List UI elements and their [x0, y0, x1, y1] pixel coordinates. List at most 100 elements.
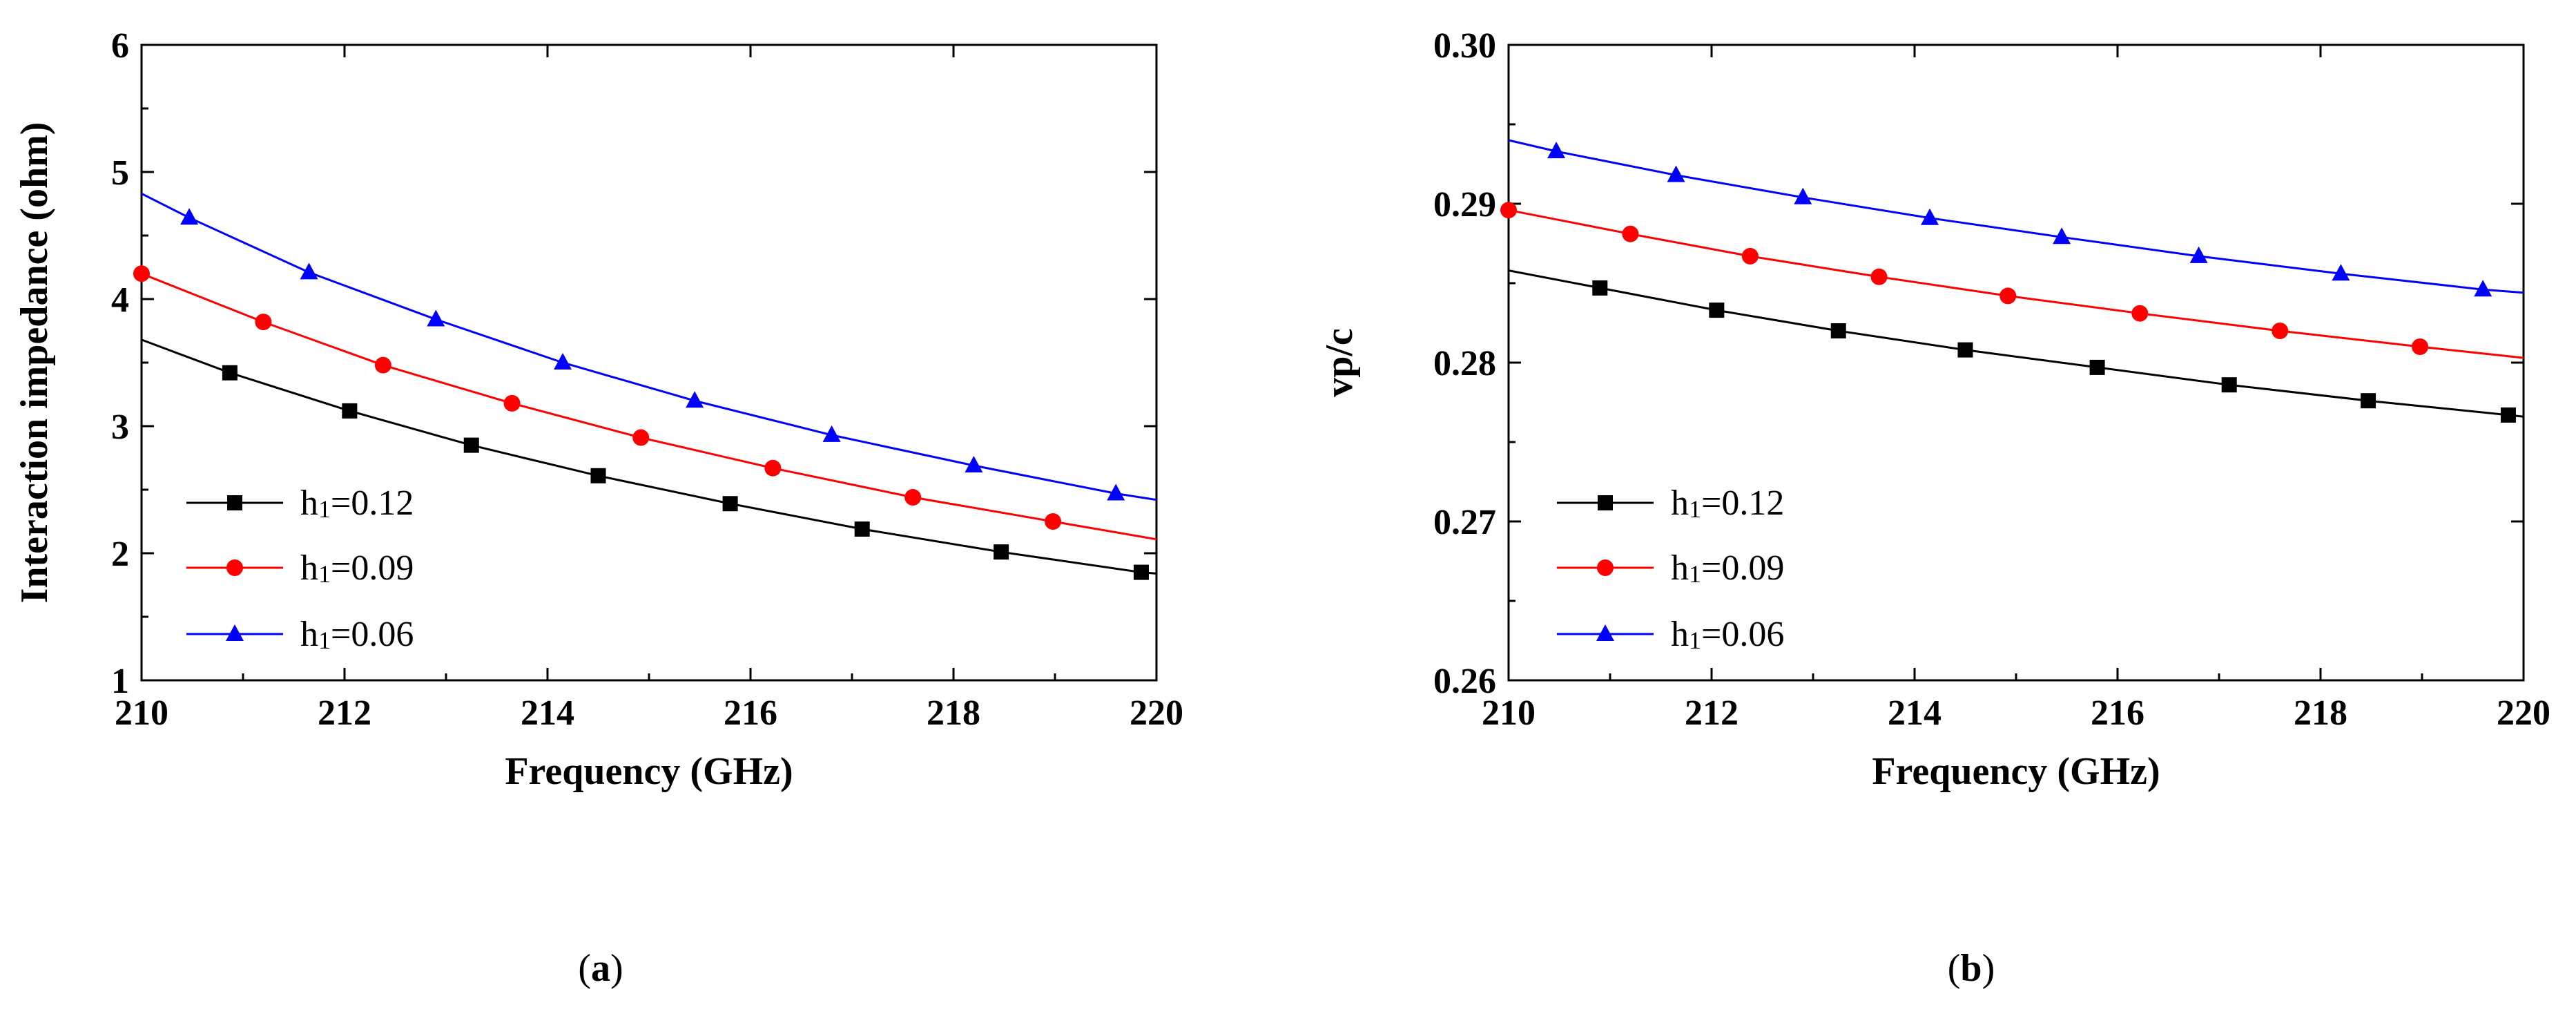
- data-point: [965, 456, 983, 473]
- y-tick-label: 0.30: [1433, 26, 1496, 66]
- y-tick-label: 0.27: [1433, 503, 1496, 542]
- y-tick-label: 0.28: [1433, 344, 1496, 383]
- x-tick-label: 212: [318, 693, 371, 733]
- data-point: [1870, 268, 1888, 285]
- y-tick-label: 0.26: [1433, 662, 1496, 701]
- data-point: [300, 262, 318, 280]
- series-h1=0.09: [1500, 202, 2524, 359]
- data-point: [180, 208, 199, 225]
- data-point: [722, 496, 738, 512]
- legend-entry: h1=0.09: [1557, 548, 1784, 588]
- panel-caption: (a): [578, 947, 623, 990]
- series-line: [141, 192, 1157, 501]
- data-point: [427, 309, 445, 327]
- y-tick-label: 1: [111, 662, 129, 701]
- x-tick-label: 212: [1685, 693, 1739, 733]
- data-point: [342, 403, 358, 419]
- legend-label: h1=0.06: [1671, 615, 1784, 654]
- data-point: [1045, 513, 1062, 530]
- data-point: [632, 429, 650, 446]
- x-axis-label: Frequency (GHz): [1872, 750, 2160, 793]
- data-point: [1500, 202, 1517, 219]
- data-point: [2474, 280, 2492, 297]
- x-tick-label: 220: [1130, 693, 1183, 733]
- data-point: [1107, 483, 1125, 501]
- series-line: [1508, 139, 2524, 294]
- y-tick-label: 2: [111, 535, 129, 574]
- x-tick-label: 218: [2294, 693, 2347, 733]
- data-point: [2189, 246, 2208, 263]
- series-h1=0.06: [1508, 139, 2524, 297]
- data-point: [2089, 359, 2105, 375]
- data-point: [255, 314, 272, 331]
- y-tick-label: 6: [111, 26, 129, 66]
- data-point: [226, 559, 243, 576]
- legend-entry: h1=0.12: [1557, 483, 1784, 523]
- data-point: [503, 394, 521, 412]
- data-point: [1547, 142, 1566, 159]
- data-point: [1667, 165, 1685, 182]
- data-point: [904, 489, 922, 506]
- legend-label: h1=0.12: [300, 483, 414, 523]
- data-point: [1622, 225, 1639, 242]
- data-point: [2412, 338, 2429, 355]
- data-point: [822, 425, 841, 442]
- data-point: [1830, 323, 1846, 338]
- data-point: [1794, 187, 1812, 204]
- data-point: [1741, 247, 1759, 265]
- x-tick-label: 210: [1482, 693, 1536, 733]
- data-point: [2500, 407, 2516, 423]
- data-point: [2332, 264, 2350, 281]
- plot-frame: [1507, 44, 2525, 682]
- legend-entry: h1=0.09: [186, 548, 414, 588]
- legend-entry: h1=0.12: [186, 483, 414, 523]
- chart-phase-velocity: 210 212 214 216 218 220 0.26 0.27 0.28 0.29 0.30 Fr…: [1318, 26, 2550, 990]
- data-point: [2361, 393, 2376, 409]
- data-point: [2272, 323, 2289, 339]
- series-h1=0.06: [141, 192, 1157, 501]
- data-point: [1598, 495, 1613, 510]
- data-point: [463, 437, 479, 453]
- x-axis-label: Frequency (GHz): [505, 750, 793, 793]
- data-point: [554, 353, 572, 370]
- y-tick-label: 4: [111, 280, 129, 320]
- series-line: [1508, 209, 2524, 359]
- data-point: [2131, 305, 2149, 322]
- legend-label: h1=0.06: [300, 615, 414, 654]
- y-tick-label: 3: [111, 408, 129, 447]
- legend-label: h1=0.09: [1671, 548, 1784, 588]
- data-point: [1596, 624, 1614, 641]
- data-point: [222, 365, 238, 381]
- series-h1=0.09: [133, 265, 1157, 541]
- data-point: [226, 624, 244, 641]
- x-tick-label: 216: [724, 693, 777, 733]
- x-tick-label: 216: [2091, 693, 2144, 733]
- data-point: [764, 459, 782, 477]
- x-tick-label: 210: [115, 693, 168, 733]
- data-point: [1592, 280, 1608, 296]
- data-point: [686, 391, 704, 408]
- data-point: [854, 521, 870, 537]
- data-point: [227, 495, 242, 510]
- y-axis-label: vp/c: [1318, 328, 1361, 397]
- x-tick-label: 218: [927, 693, 980, 733]
- y-tick-label: 5: [111, 153, 129, 193]
- x-tick-label: 214: [521, 693, 574, 733]
- data-point: [133, 265, 150, 282]
- series-h1=0.12: [141, 338, 1157, 580]
- plot-frame: [140, 44, 1158, 682]
- data-point: [374, 356, 391, 374]
- legend-label: h1=0.09: [300, 548, 414, 588]
- series-line: [141, 272, 1157, 541]
- chart-interaction-impedance: 210 212 214 216 218 220 1 2 3 4 5 6 Frequency (GHz) I…: [13, 26, 1183, 990]
- data-point: [2221, 377, 2237, 393]
- series-h1=0.12: [1508, 269, 2524, 423]
- legend-label: h1=0.12: [1671, 483, 1784, 523]
- data-point: [2053, 227, 2071, 245]
- data-point: [994, 544, 1009, 560]
- data-point: [1957, 342, 1973, 358]
- y-tick-label: 0.29: [1433, 185, 1496, 224]
- x-tick-label: 214: [1888, 693, 1941, 733]
- data-point: [1709, 303, 1725, 318]
